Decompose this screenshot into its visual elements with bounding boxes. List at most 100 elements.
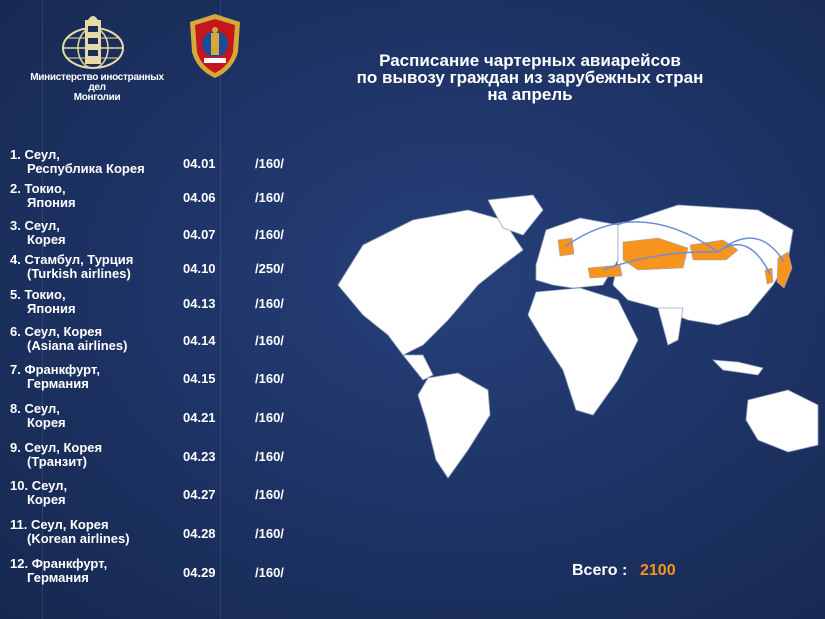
flight-date: 04.13 — [183, 296, 216, 311]
flight-country: Германия — [27, 570, 89, 585]
africa-land — [527, 287, 639, 416]
flight-row: 1. Сеул, Республика Корея 04.01/160/ — [0, 148, 320, 178]
flight-destination: 5. Токио, Япония — [10, 288, 76, 316]
flight-seats: /250/ — [255, 261, 284, 276]
flight-city: Токио, — [24, 287, 66, 302]
japan-highlight — [776, 251, 793, 289]
indonesia-land — [711, 359, 764, 376]
world-map — [337, 194, 819, 479]
flight-city: Франкфурт, — [24, 362, 100, 377]
title-line3: на апрель — [487, 85, 573, 104]
india-land — [657, 307, 684, 346]
flight-row: 8. Сеул, Корея 04.21/160/ — [0, 402, 320, 432]
flight-seats: /160/ — [255, 190, 284, 205]
flight-row: 9. Сеул, Корея (Транзит) 04.23/160/ — [0, 441, 320, 471]
flight-row: 7. Франкфурт, Германия 04.15/160/ — [0, 363, 320, 393]
flight-country: (Turkish airlines) — [27, 266, 131, 281]
flight-country: Япония — [27, 301, 76, 316]
flight-destination: 6. Сеул, Корея (Asiana airlines) — [10, 325, 127, 353]
flight-seats: /160/ — [255, 449, 284, 464]
title-line2: по вывозу граждан из зарубежных стран — [356, 68, 704, 87]
title-line1: Расписание чартерных авиарейсов — [379, 51, 681, 70]
flight-destination: 3. Сеул, Корея — [10, 219, 66, 247]
flight-number: 2. — [10, 181, 21, 196]
flight-destination: 2. Токио, Япония — [10, 182, 76, 210]
flight-city: Сеул, Корея — [30, 517, 109, 532]
ministry-name-line1: Министерство иностранных дел — [30, 72, 164, 93]
flight-seats: /160/ — [255, 333, 284, 348]
flight-country: Япония — [27, 195, 76, 210]
flight-country: Корея — [27, 492, 66, 507]
south-america-land — [417, 372, 491, 479]
flight-number: 3. — [10, 218, 21, 233]
flight-date: 04.29 — [183, 565, 216, 580]
flight-seats: /160/ — [255, 296, 284, 311]
security-emblem-icon — [190, 14, 240, 78]
ministry-name: Министерство иностранных дел Монголии — [22, 73, 172, 103]
flight-number: 1. — [10, 147, 21, 162]
flight-date: 04.15 — [183, 371, 216, 386]
flight-row: 3. Сеул, Корея 04.07/160/ — [0, 219, 320, 249]
flight-number: 8. — [10, 401, 21, 416]
flight-seats: /160/ — [255, 227, 284, 242]
flight-row: 11. Сеул, Корея (Korean airlines) 04.28/16… — [0, 518, 320, 548]
flight-seats: /160/ — [255, 565, 284, 580]
ministry-logo-icon — [62, 16, 124, 69]
flight-country: (Транзит) — [27, 454, 87, 469]
flight-date: 04.14 — [183, 333, 216, 348]
flight-date: 04.23 — [183, 449, 216, 464]
flight-number: 10. — [10, 478, 29, 493]
flight-seats: /160/ — [255, 487, 284, 502]
flight-seats: /160/ — [255, 410, 284, 425]
greenland-land — [487, 194, 544, 236]
flight-date: 04.01 — [183, 156, 216, 171]
flight-country: Республика Корея — [27, 161, 145, 176]
flight-destination: 11. Сеул, Корея (Korean airlines) — [10, 518, 130, 546]
asia-land — [612, 204, 794, 326]
flight-number: 6. — [10, 324, 21, 339]
flight-destination: 12. Франкфурт, Германия — [10, 557, 107, 585]
flight-date: 04.07 — [183, 227, 216, 242]
flight-country: (Korean airlines) — [27, 531, 130, 546]
route-tokyo — [717, 237, 785, 263]
flight-number: 11. — [10, 517, 28, 532]
flight-city: Сеул, Корея — [24, 324, 103, 339]
flight-number: 12. — [10, 556, 29, 571]
flight-destination: 10. Сеул, Корея — [10, 479, 67, 507]
flight-row: 5. Токио, Япония 04.13/160/ — [0, 288, 320, 318]
flight-row: 2. Токио, Япония 04.06/160/ — [0, 182, 320, 212]
flight-date: 04.27 — [183, 487, 216, 502]
flight-city: Сеул, — [24, 401, 60, 416]
flight-row: 10. Сеул, Корея 04.27/160/ — [0, 479, 320, 509]
korea-highlight — [764, 267, 774, 285]
central-america-land — [402, 354, 434, 381]
flight-city: Сеул, — [24, 147, 60, 162]
flight-country: Германия — [27, 376, 89, 391]
flight-destination: 4. Стамбул, Турция (Turkish airlines) — [10, 253, 133, 281]
background-line — [220, 0, 221, 619]
flight-seats: /160/ — [255, 526, 284, 541]
flight-date: 04.28 — [183, 526, 216, 541]
flight-city: Стамбул, Турция — [24, 252, 134, 267]
europe-land — [535, 217, 619, 289]
total-label: Всего : — [572, 562, 628, 579]
flight-city: Сеул, — [31, 478, 68, 493]
flight-number: 7. — [10, 362, 21, 377]
flight-seats: /160/ — [255, 156, 284, 171]
page-title: Расписание чартерных авиарейсов по вывоз… — [330, 52, 730, 103]
germany-highlight — [557, 237, 575, 257]
flight-city: Франкфурт, — [31, 556, 108, 571]
flight-seats: /160/ — [255, 371, 284, 386]
flight-destination: 9. Сеул, Корея (Транзит) — [10, 441, 102, 469]
flight-date: 04.10 — [183, 261, 216, 276]
flight-date: 04.21 — [183, 410, 216, 425]
flight-city: Сеул, — [24, 218, 60, 233]
background-line — [42, 0, 43, 619]
flight-city: Токио, — [24, 181, 66, 196]
route-frankfurt — [565, 221, 719, 253]
flight-number: 5. — [10, 287, 21, 302]
flight-date: 04.06 — [183, 190, 216, 205]
flight-number: 4. — [10, 252, 21, 267]
flight-city: Сеул, Корея — [24, 440, 103, 455]
